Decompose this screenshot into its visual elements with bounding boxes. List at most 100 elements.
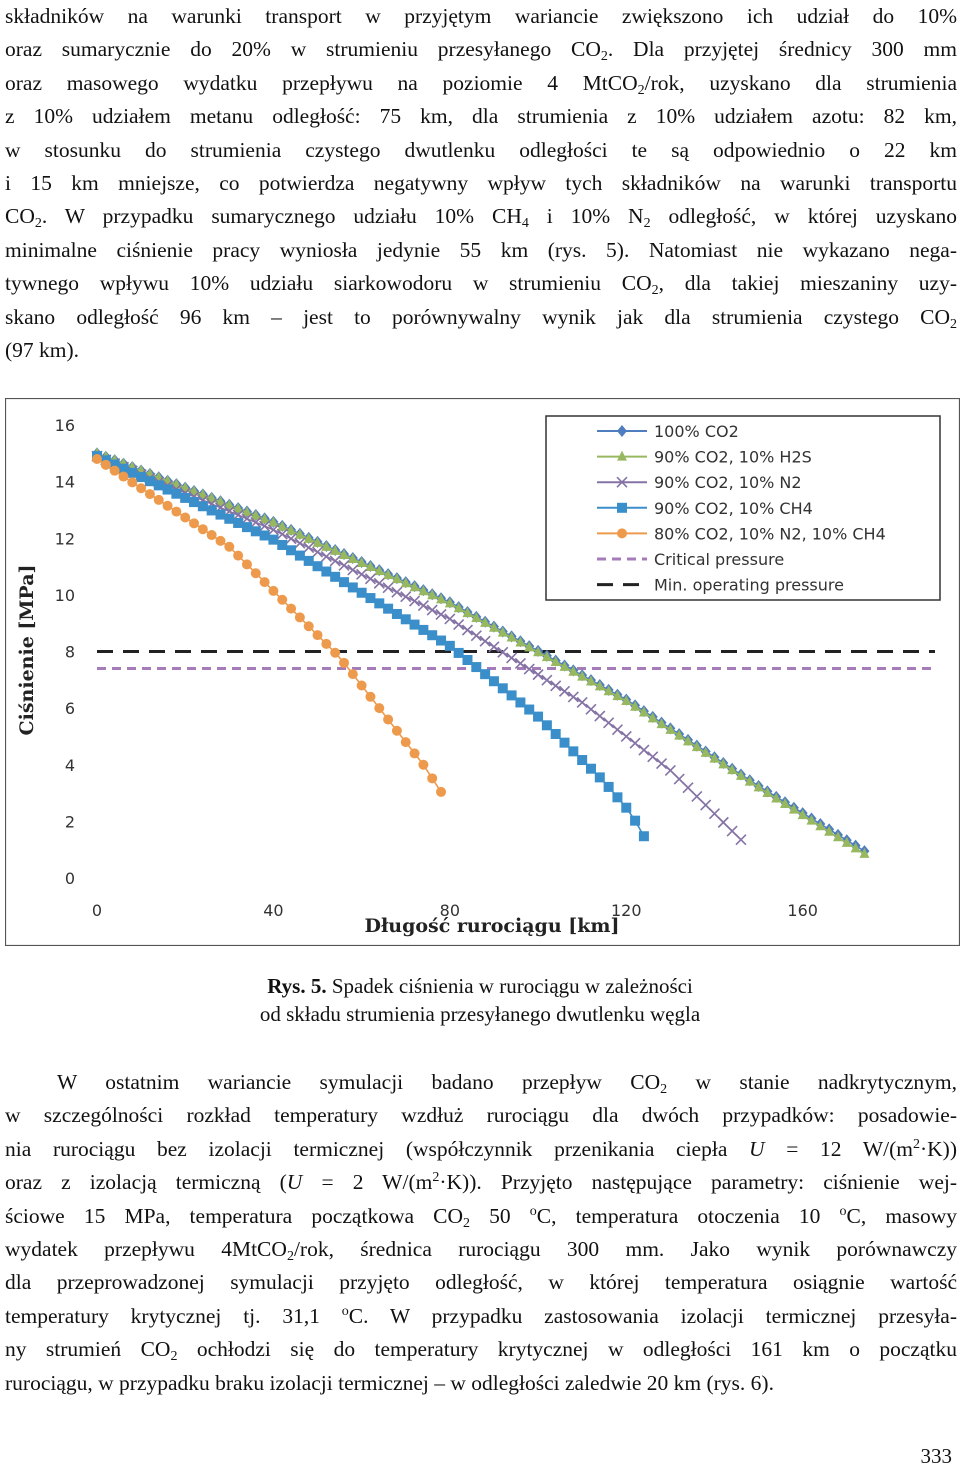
text-run: . Dla przyjętej średnicy 300 mm — [607, 37, 957, 62]
point-marker — [383, 569, 394, 580]
point-marker — [629, 737, 641, 749]
point-marker — [136, 472, 147, 483]
point-marker — [506, 631, 517, 642]
point-marker — [788, 803, 799, 814]
text-run: 2 — [432, 1170, 440, 1186]
text-run: w stanie nadkrytycznym, — [667, 1070, 958, 1094]
point-marker — [330, 647, 341, 658]
text-line: ny strumień CO2 ochłodzi się do temperat… — [5, 1333, 957, 1366]
text-line: oraz z izolacją termiczną (U = 2 W/(m2·K… — [5, 1166, 957, 1199]
point-marker — [735, 834, 747, 846]
point-marker — [303, 555, 314, 566]
point-marker — [726, 825, 738, 837]
text-line: w szczególności rozkład temperatury wzdł… — [5, 1099, 957, 1132]
series-group — [91, 447, 870, 858]
point-marker — [189, 518, 200, 529]
point-marker — [250, 509, 261, 520]
point-marker — [338, 548, 349, 559]
text-run: = 12 W/(m — [764, 1136, 913, 1161]
point-marker — [850, 842, 861, 853]
text-run: (97 km). — [5, 337, 80, 362]
point-marker — [506, 652, 518, 664]
point-marker — [294, 550, 305, 561]
point-marker — [303, 532, 314, 543]
y-tick-label: 2 — [65, 812, 75, 831]
point-marker — [391, 725, 402, 736]
point-marker — [841, 836, 852, 847]
point-marker — [100, 459, 111, 470]
point-marker — [585, 675, 596, 686]
point-marker — [356, 680, 367, 691]
point-marker — [312, 630, 323, 641]
text-run: w szczególności rozkład temperatury wzdł… — [5, 1103, 957, 1128]
point-marker — [118, 463, 129, 474]
point-marker — [197, 488, 208, 499]
point-marker — [277, 539, 288, 550]
point-marker — [417, 599, 429, 612]
point-marker — [347, 669, 358, 680]
point-marker — [470, 630, 482, 642]
text-run: i 15 km mniejsze, co potwierdza negatywn… — [5, 170, 957, 195]
point-marker — [277, 594, 288, 605]
point-marker — [480, 616, 491, 627]
point-marker — [241, 559, 252, 570]
point-marker — [118, 471, 129, 482]
x-tick-label: 80 — [440, 901, 460, 920]
point-marker — [356, 557, 367, 568]
point-marker — [780, 798, 791, 809]
text-run: i 10% N — [528, 204, 644, 229]
point-marker — [630, 815, 641, 826]
point-marker — [241, 506, 252, 517]
text-run: W ostatnim wariancie symulacji badano pr… — [57, 1070, 661, 1094]
point-marker — [488, 621, 499, 632]
chart-legend: 100% CO2 90% CO2, 10% H2S 90% CO2, 10% N2 9… — [545, 415, 941, 601]
caption-text-1: Spadek ciśnienia w rurociągu w zależnośc… — [326, 974, 693, 998]
point-marker — [559, 737, 570, 748]
point-marker — [576, 696, 588, 709]
text-run: 2 — [286, 1248, 294, 1264]
point-marker — [594, 772, 605, 783]
text-run: rurociągu, w przypadku braku izolacji te… — [5, 1370, 774, 1395]
text-line: dla przeprowadzonej symulacji przyjęto o… — [5, 1266, 957, 1299]
point-marker — [356, 568, 368, 580]
point-marker — [682, 782, 694, 794]
point-marker — [541, 674, 553, 686]
point-marker — [497, 646, 509, 658]
point-marker — [488, 676, 499, 687]
point-marker — [391, 586, 403, 598]
point-marker — [616, 476, 628, 488]
text-run: o — [839, 1203, 847, 1219]
point-marker — [480, 669, 491, 680]
text-line: i 15 km mniejsze, co potwierdza negatywn… — [5, 167, 957, 200]
point-marker — [373, 577, 385, 589]
point-marker — [691, 790, 703, 802]
point-marker — [603, 717, 615, 729]
point-marker — [197, 501, 208, 512]
point-marker — [365, 691, 376, 702]
point-marker — [233, 517, 244, 528]
point-marker — [436, 786, 447, 797]
point-marker — [617, 425, 627, 437]
point-marker — [815, 820, 826, 831]
point-marker — [718, 758, 729, 769]
point-marker — [594, 710, 606, 722]
point-marker — [488, 641, 500, 653]
text-run: ·K)). Przyjęto następujące parametry: ci… — [439, 1170, 958, 1195]
point-marker — [647, 751, 659, 763]
legend-label: 90% CO2, 10% CH4 — [654, 499, 813, 518]
text-run: o — [341, 1303, 349, 1319]
text-line: ściowe 15 MPa, temperatura początkowa CO… — [5, 1200, 957, 1233]
point-marker — [735, 769, 746, 780]
point-marker — [453, 647, 464, 658]
legend-label: 100% CO2 — [654, 422, 739, 441]
point-marker — [797, 809, 808, 820]
text-run: oraz z izolacją termiczną ( — [5, 1170, 287, 1195]
figure-caption-line-2: od składu strumienia przesyłanego dwutle… — [259, 1002, 701, 1026]
text-run: skano odległość 96 km – jest to porównyw… — [5, 304, 950, 329]
point-marker — [427, 773, 438, 784]
point-marker — [523, 663, 535, 675]
text-run: 2 — [643, 216, 651, 232]
text-run: nia rurociągu bez izolacji termicznej (w… — [5, 1136, 750, 1161]
point-marker — [558, 685, 571, 697]
